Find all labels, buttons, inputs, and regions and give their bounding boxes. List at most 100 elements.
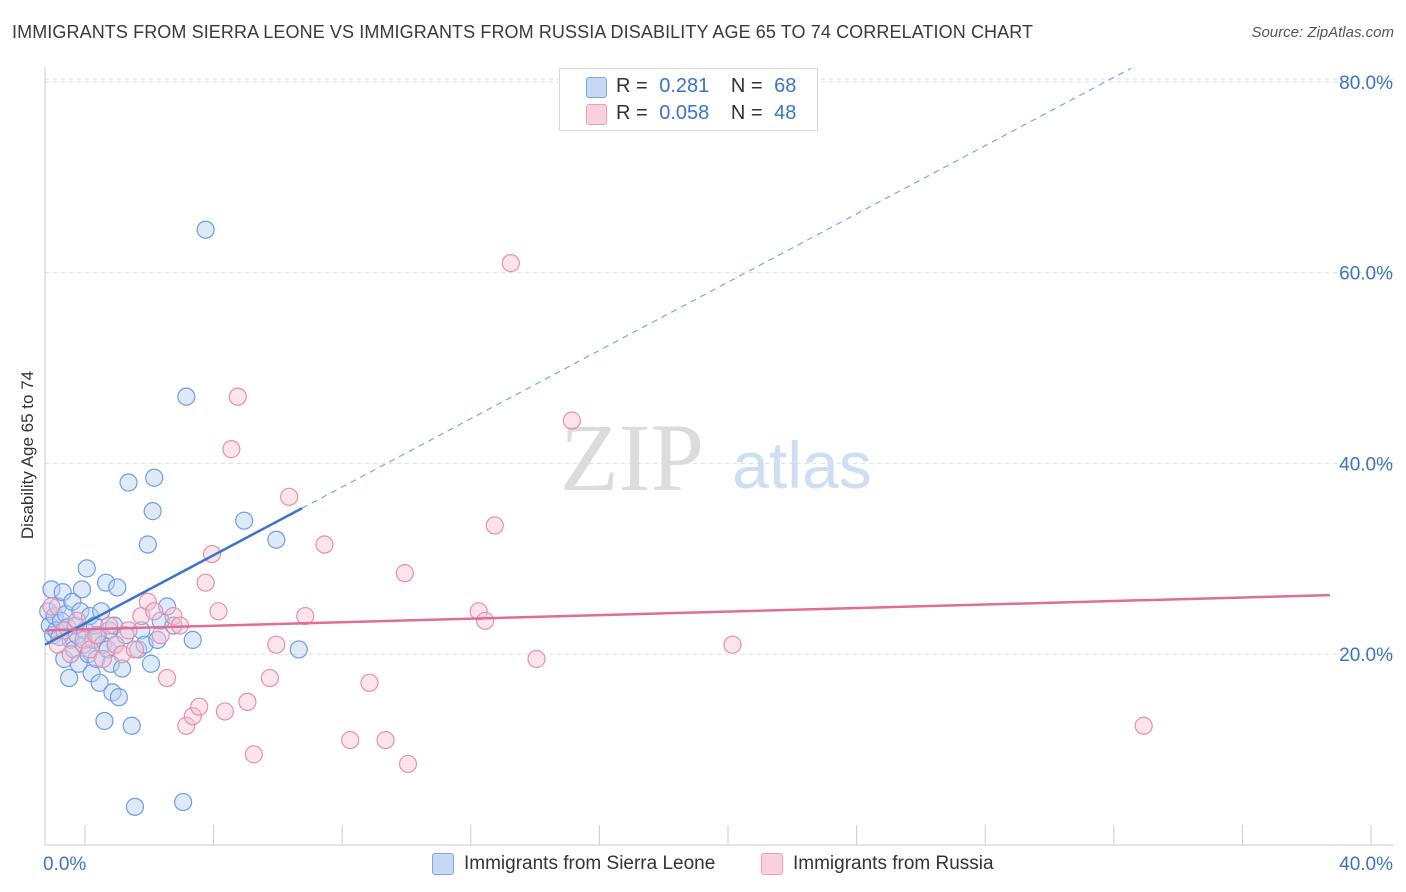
point-russia — [469, 602, 488, 621]
point-russia — [376, 730, 395, 750]
watermark: ZIP atlas — [560, 404, 872, 511]
y-axis-label: Disability Age 65 to 74 — [18, 370, 37, 540]
series-swatch-blue — [432, 853, 454, 875]
point-sierra-leone — [96, 573, 116, 592]
point-russia — [145, 602, 164, 621]
point-sierra-leone — [132, 621, 151, 640]
point-sierra-leone — [90, 673, 109, 692]
point-sierra-leone — [145, 468, 164, 487]
y-tick-label: 60.0% — [1339, 264, 1393, 285]
point-sierra-leone — [289, 640, 308, 659]
point-russia — [215, 702, 234, 721]
point-sierra-leone — [108, 578, 127, 597]
series-swatch-pink — [761, 853, 783, 875]
point-sierra-leone — [125, 797, 145, 816]
legend-r-value: 0.058 — [659, 102, 710, 124]
trend-line-sierra-leone-extension — [301, 67, 1132, 509]
point-russia — [244, 745, 263, 764]
point-sierra-leone — [72, 580, 92, 599]
point-russia — [100, 616, 119, 635]
series-label-sierra-leone: Immigrants from Sierra Leone — [464, 853, 716, 874]
point-russia — [485, 516, 504, 535]
point-russia — [190, 697, 209, 716]
y-tick-label: 40.0% — [1339, 454, 1393, 475]
point-sierra-leone — [174, 792, 193, 812]
point-russia — [527, 649, 546, 669]
point-sierra-leone — [53, 583, 72, 602]
point-russia — [228, 387, 247, 406]
x-tick-label: 0.0% — [43, 854, 86, 875]
point-sierra-leone — [119, 473, 138, 492]
point-russia — [157, 668, 177, 688]
point-russia — [315, 535, 334, 554]
point-sierra-leone — [143, 502, 162, 521]
point-russia — [125, 640, 145, 659]
point-russia — [61, 645, 80, 664]
point-sierra-leone — [112, 659, 132, 678]
correlation-legend: R = 0.281 N = 68 R = 0.058 N = 48 — [559, 68, 818, 131]
legend-n-label: N = — [730, 75, 763, 97]
point-russia — [1134, 716, 1153, 735]
point-russia — [196, 573, 215, 592]
y-tick-label: 80.0% — [1339, 73, 1393, 94]
legend-n-value: 48 — [774, 102, 797, 124]
series-label-russia: Immigrants from Russia — [793, 853, 994, 874]
legend-r-value: 0.281 — [659, 75, 710, 97]
trend-line-sierra-leone — [44, 507, 303, 646]
point-russia — [341, 730, 360, 750]
point-sierra-leone — [177, 387, 196, 406]
trend-line-russia — [44, 593, 1331, 632]
point-russia — [296, 606, 315, 626]
point-russia — [106, 635, 125, 654]
x-tick-label: 40.0% — [1339, 854, 1393, 875]
gridlines — [45, 78, 1393, 655]
point-russia — [267, 635, 286, 654]
point-sierra-leone — [235, 511, 254, 530]
point-sierra-leone — [196, 220, 215, 239]
point-russia — [138, 592, 157, 611]
point-russia — [209, 602, 228, 621]
point-russia — [164, 606, 183, 626]
point-russia — [222, 440, 241, 459]
point-russia — [723, 635, 742, 654]
y-tick-label: 20.0% — [1339, 645, 1393, 666]
point-russia — [177, 716, 196, 735]
point-russia — [151, 626, 170, 645]
point-sierra-leone — [267, 530, 286, 549]
point-sierra-leone — [183, 630, 202, 650]
legend-r-label: R = — [616, 102, 648, 124]
point-sierra-leone — [122, 716, 141, 735]
point-russia — [501, 254, 520, 273]
tick-labels: 80.0% 60.0% 40.0% 20.0% 0.0% 40.0% — [43, 73, 1393, 875]
point-russia — [395, 564, 414, 583]
point-sierra-leone — [138, 535, 157, 554]
point-russia — [238, 692, 257, 712]
point-russia — [42, 597, 61, 616]
legend-swatch-blue — [586, 77, 607, 98]
point-russia — [87, 626, 106, 645]
point-sierra-leone — [109, 688, 128, 707]
legend-n-value: 68 — [774, 75, 797, 97]
point-russia — [476, 611, 495, 630]
point-sierra-leone — [77, 559, 96, 578]
point-russia — [562, 411, 581, 430]
legend-r-label: R = — [616, 75, 648, 97]
watermark-zip: ZIP — [560, 404, 704, 511]
point-sierra-leone — [141, 654, 161, 673]
point-russia — [360, 673, 379, 692]
point-russia — [119, 621, 138, 640]
point-russia — [398, 754, 418, 774]
point-russia — [183, 707, 202, 726]
legend-n-label: N = — [730, 102, 763, 124]
point-sierra-leone — [95, 711, 114, 731]
watermark-atlas: atlas — [732, 428, 871, 502]
axes — [44, 67, 1393, 846]
legend-swatch-pink — [586, 104, 607, 125]
data-points — [39, 220, 1153, 816]
chart-title: IMMIGRANTS FROM SIERRA LEONE VS IMMIGRAN… — [12, 22, 1034, 42]
trend-lines — [44, 67, 1331, 646]
point-russia — [93, 649, 112, 669]
point-sierra-leone — [71, 602, 90, 621]
point-russia — [260, 668, 279, 688]
